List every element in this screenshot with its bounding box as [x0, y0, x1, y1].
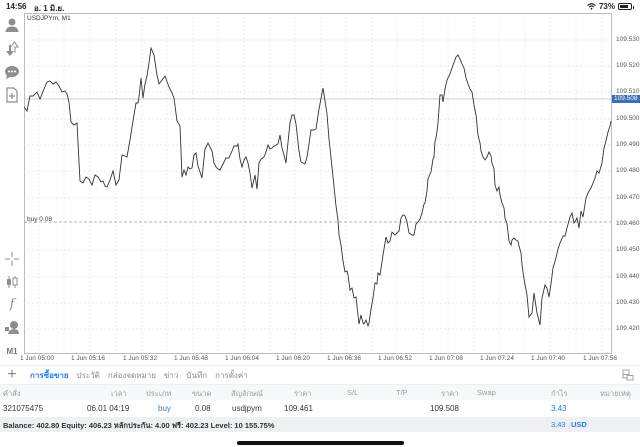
y-axis-label: 109.460	[616, 220, 640, 227]
status-time: 14:56	[6, 2, 27, 11]
chart-symbol-label: USDJPYm, M1	[27, 15, 71, 22]
collapse-panel-icon[interactable]	[622, 369, 634, 381]
buy-line-label: buy 0.08	[27, 216, 52, 223]
y-axis-label: 109.530	[616, 36, 640, 43]
y-axis-label: 109.430	[616, 299, 640, 306]
x-axis-label: 1 Jun 07:08	[429, 355, 463, 362]
header-swap[interactable]: Swap	[477, 388, 496, 397]
x-axis-label: 1 Jun 07:56	[583, 355, 617, 362]
candlestick-icon[interactable]	[4, 274, 20, 290]
header-sl[interactable]: S/L	[347, 388, 359, 397]
y-axis-label: 109.440	[616, 273, 640, 280]
y-axis-label: 109.500	[616, 115, 640, 122]
status-bar: 14:56 อ. 1 มิ.ย. 73%	[0, 0, 640, 13]
total-profit: 3.43	[551, 420, 566, 429]
trade-table-header: คำสั่ง เวลา ประเภท ขนาด สัญลักษณ์ ราคา S…	[0, 385, 640, 400]
header-size[interactable]: ขนาด	[192, 389, 212, 398]
chart-sidebar: f M1	[0, 13, 24, 363]
account-icon[interactable]	[4, 17, 20, 33]
y-axis-label: 109.470	[616, 194, 640, 201]
trade-arrows-icon[interactable]	[4, 41, 20, 57]
tab-history[interactable]: ประวัติ	[76, 370, 100, 380]
x-axis-label: 1 Jun 06:20	[276, 355, 310, 362]
tab-news[interactable]: ข่าว	[163, 370, 179, 380]
order-profit: 3.43	[551, 404, 567, 413]
header-symbol[interactable]: สัญลักษณ์	[231, 389, 264, 398]
x-axis-label: 1 Jun 06:52	[378, 355, 412, 362]
current-price-tag: 109.508	[612, 95, 640, 103]
order-symbol: usdjpym	[232, 404, 262, 413]
balance-summary: Balance: 402.80 Equity: 406.23 หลักประกั…	[0, 417, 640, 432]
y-axis-label: 109.490	[616, 141, 640, 148]
x-axis-label: 1 Jun 07:40	[531, 355, 565, 362]
y-axis-label: 109.420	[616, 325, 640, 332]
header-profit[interactable]: กำไร	[551, 389, 568, 398]
order-time: 06.01 04:19	[87, 404, 130, 413]
header-time[interactable]: เวลา	[111, 389, 127, 398]
header-type[interactable]: ประเภท	[146, 389, 172, 398]
y-axis-label: 109.520	[616, 62, 640, 69]
chat-icon[interactable]	[4, 64, 20, 80]
crosshair-icon[interactable]	[4, 251, 20, 267]
header-price[interactable]: ราคา	[294, 389, 312, 398]
chart-canvas	[24, 13, 612, 354]
header-tp[interactable]: T/P	[396, 388, 408, 397]
battery-percent: 73%	[598, 2, 615, 11]
y-axis-label: 109.450	[616, 246, 640, 253]
header-comment[interactable]: หมายเหตุ	[600, 389, 631, 398]
timeframe-button[interactable]: M1	[6, 346, 18, 356]
status-date: อ. 1 มิ.ย.	[34, 4, 65, 13]
x-axis-label: 1 Jun 05:48	[174, 355, 208, 362]
objects-icon[interactable]	[4, 319, 20, 335]
header-order[interactable]: คำสั่ง	[3, 389, 21, 398]
x-axis-label: 1 Jun 05:16	[71, 355, 105, 362]
indicator-f-icon[interactable]: f	[9, 296, 15, 312]
battery-icon	[618, 3, 634, 10]
y-axis-label: 109.480	[616, 167, 640, 174]
balance-text: Balance: 402.80 Equity: 406.23 หลักประกั…	[3, 421, 275, 430]
tab-mailbox[interactable]: กล่องจดหมาย	[107, 370, 156, 380]
x-axis-label: 1 Jun 05:32	[123, 355, 157, 362]
order-current-price: 109.508	[430, 404, 459, 413]
price-chart[interactable]: USDJPYm, M1 buy 0.08 109.530 109.520 109…	[20, 13, 640, 363]
x-axis-label: 1 Jun 06:04	[225, 355, 259, 362]
home-indicator[interactable]	[237, 441, 404, 445]
add-button[interactable]: +	[7, 366, 17, 383]
toolbox-tabs: + การซื้อขาย ประวัติ กล่องจดหมาย ข่าว บั…	[0, 365, 640, 385]
profit-currency: USD	[571, 420, 587, 429]
tab-trade[interactable]: การซื้อขาย	[30, 370, 69, 380]
tab-settings[interactable]: การตั้งค่า	[215, 370, 248, 380]
order-size: 0.08	[195, 404, 211, 413]
y-axis-label: 109.510	[616, 88, 640, 95]
order-type: buy	[158, 404, 171, 413]
x-axis-label: 1 Jun 05:00	[20, 355, 54, 362]
table-row[interactable]: 321075475 06.01 04:19 buy 0.08 usdjpym 1…	[0, 400, 640, 417]
wifi-icon	[587, 3, 596, 10]
x-axis-label: 1 Jun 06:36	[327, 355, 361, 362]
order-id: 321075475	[3, 404, 44, 413]
x-axis-label: 1 Jun 07:24	[480, 355, 514, 362]
new-order-icon[interactable]	[4, 87, 20, 103]
order-open-price: 109.461	[284, 404, 313, 413]
tab-journal[interactable]: บันทึก	[186, 370, 208, 380]
header-current-price[interactable]: ราคา	[441, 389, 459, 398]
